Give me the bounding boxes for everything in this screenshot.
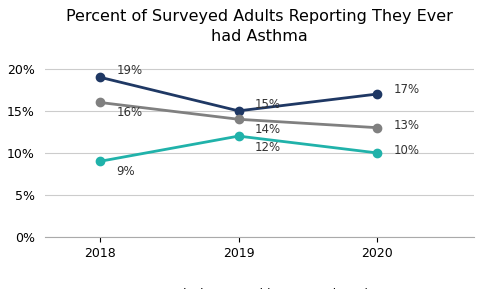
Hispanic	[97, 160, 103, 163]
Text: 14%: 14%	[254, 123, 281, 136]
Black	[373, 92, 379, 96]
Line: White: White	[96, 98, 381, 132]
Line: Hispanic: Hispanic	[96, 132, 381, 166]
Black	[235, 109, 241, 113]
Hispanic	[373, 151, 379, 155]
White	[373, 126, 379, 129]
White	[235, 118, 241, 121]
Text: 16%: 16%	[116, 106, 143, 119]
Text: 12%: 12%	[254, 140, 281, 153]
Text: 17%: 17%	[393, 83, 419, 95]
Text: 19%: 19%	[116, 64, 143, 77]
Text: 15%: 15%	[254, 98, 280, 111]
Hispanic	[235, 134, 241, 138]
Legend: Black, White, Hispanic: Black, White, Hispanic	[139, 284, 379, 289]
Text: 9%: 9%	[116, 165, 135, 178]
Text: 10%: 10%	[393, 144, 419, 157]
Title: Percent of Surveyed Adults Reporting They Ever
had Asthma: Percent of Surveyed Adults Reporting The…	[66, 9, 452, 44]
White	[97, 101, 103, 104]
Black	[97, 75, 103, 79]
Text: 13%: 13%	[393, 119, 419, 132]
Line: Black: Black	[96, 73, 381, 115]
